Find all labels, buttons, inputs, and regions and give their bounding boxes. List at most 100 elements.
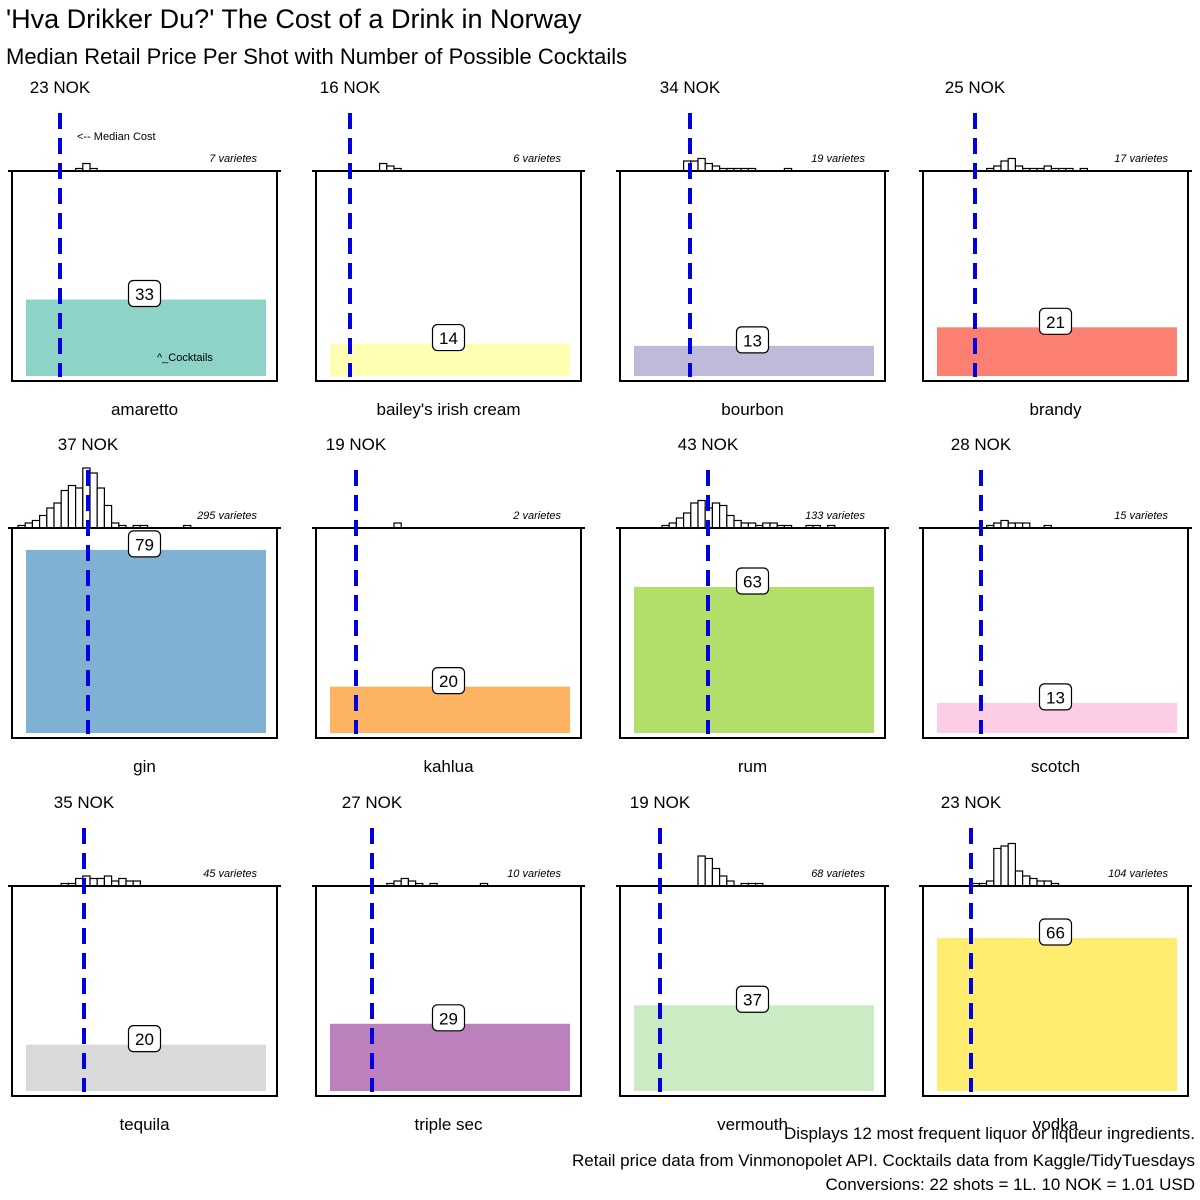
panel-vodka: 23 NOK 104 varietes 66 vodka (919, 793, 1192, 1134)
median-price-label: 27 NOK (342, 793, 403, 812)
price-histogram-bin (697, 499, 706, 529)
price-histogram-bin (711, 867, 721, 887)
cocktail-bar-rum (634, 586, 874, 733)
panel-amaretto: 23 NOK 7 varietes 33 amaretto <-- Median Cos… (8, 78, 281, 419)
cocktail-count-box (735, 326, 770, 354)
panel-frame (315, 171, 582, 382)
price-histogram-bin (690, 502, 699, 529)
price-histogram-bin (1000, 845, 1009, 887)
varieties-label: 7 varietes (209, 153, 257, 165)
varieties-label: 133 varietes (805, 510, 865, 522)
varieties-label: 45 varietes (203, 868, 257, 880)
price-histogram-bin (118, 877, 127, 887)
cocktail-count-box (1038, 307, 1073, 335)
cocktail-count-label: 33 (135, 285, 154, 304)
price-histogram-bin (704, 857, 714, 887)
varieties-label: 15 varietes (1114, 510, 1168, 522)
panel-frame (619, 528, 886, 739)
price-histogram-bin (733, 519, 742, 529)
panel-name-label: tequila (119, 1115, 170, 1134)
price-histogram-bin (711, 502, 721, 529)
cocktail-count-label: 37 (743, 991, 762, 1010)
price-histogram-bin (697, 855, 706, 887)
price-histogram-bin (89, 472, 98, 529)
cocktail-count-label: 13 (743, 331, 762, 350)
price-histogram-bin (46, 507, 55, 529)
varieties-label: 295 varietes (196, 510, 257, 522)
panel-name-label: triple sec (414, 1115, 483, 1134)
panel-frame (315, 886, 582, 1097)
median-price-label: 28 NOK (951, 435, 1012, 454)
median-price-label: 35 NOK (54, 793, 115, 812)
median-price-label: 23 NOK (941, 793, 1002, 812)
varieties-label: 10 varietes (507, 868, 561, 880)
panel-triple-sec: 27 NOK 10 varietes 29 triple sec (312, 793, 585, 1134)
cocktail-count-box (431, 1004, 466, 1032)
panel-rum: 43 NOK 133 varietes 63 rum (616, 435, 889, 776)
price-histogram-bin (103, 504, 113, 529)
panel-name-label: bourbon (721, 400, 783, 419)
median-price-label: 19 NOK (326, 435, 387, 454)
cocktails-annotation: ^_Cocktails (157, 352, 213, 364)
cocktail-count-box (1038, 918, 1073, 946)
cocktail-bar-tequila (26, 1044, 266, 1091)
price-histogram-bin (60, 489, 70, 529)
cocktail-count-label: 79 (135, 535, 154, 554)
varieties-label: 68 varietes (811, 868, 865, 880)
price-histogram-bin (31, 519, 41, 529)
panel-frame (11, 886, 278, 1097)
varieties-label: 19 varietes (811, 153, 865, 165)
price-histogram-bin (96, 877, 105, 887)
page-title: 'Hva Drikker Du?' The Cost of a Drink in… (6, 4, 582, 34)
cocktail-count-label: 20 (439, 672, 458, 691)
price-histogram-bin (1007, 157, 1017, 172)
cocktail-count-box (431, 667, 466, 695)
panel-name-label: vodka (1033, 1115, 1079, 1134)
cocktail-count-box (735, 567, 770, 595)
price-histogram-bin (697, 157, 706, 172)
price-histogram-bin (682, 512, 692, 529)
price-histogram-bin (74, 487, 84, 529)
median-cost-annotation: <-- Median Cost (77, 131, 156, 143)
varieties-label: 6 varietes (513, 153, 561, 165)
varieties-label: 104 varietes (1108, 868, 1168, 880)
cocktail-count-box (735, 985, 770, 1013)
panel-frame (11, 171, 278, 382)
price-histogram-bin (89, 877, 98, 887)
price-histogram-bin (67, 484, 77, 529)
price-histogram-bin (82, 162, 91, 172)
panel-bourbon: 34 NOK 19 varietes 13 bourbon (616, 78, 889, 419)
caption-line-3: Conversions: 22 shots = 1L. 10 NOK = 1.0… (825, 1175, 1195, 1194)
cocktail-count-label: 13 (1046, 688, 1065, 707)
cocktail-count-label: 20 (135, 1030, 154, 1049)
panel-gin: 37 NOK 295 varietes 79 gin (8, 435, 281, 776)
price-histogram-bin (726, 514, 735, 529)
cocktail-bar-amaretto (26, 299, 266, 376)
panel-frame (619, 886, 886, 1097)
price-histogram-bin (675, 517, 685, 529)
price-histogram-bin (379, 162, 388, 172)
price-histogram-bin (1014, 870, 1024, 887)
median-price-label: 16 NOK (320, 78, 381, 97)
panel-bailey-s-irish-cream: 16 NOK 6 varietes 14 bailey's irish cream (312, 78, 585, 419)
price-histogram-bin (1000, 519, 1009, 529)
median-price-label: 23 NOK (30, 78, 91, 97)
panel-kahlua: 19 NOK 2 varietes 20 kahlua (312, 435, 585, 776)
cocktail-bar-gin (26, 549, 266, 733)
panel-frame (619, 171, 886, 382)
price-histogram-bin (1021, 875, 1031, 887)
median-price-label: 37 NOK (58, 435, 119, 454)
panel-frame (315, 528, 582, 739)
panel-frame (922, 528, 1189, 739)
panel-name-label: brandy (1030, 400, 1082, 419)
price-histogram-bin (53, 502, 62, 529)
price-histogram-bin (74, 877, 84, 887)
panel-name-label: scotch (1031, 757, 1080, 776)
price-histogram-bin (1029, 877, 1038, 887)
median-price-label: 34 NOK (660, 78, 721, 97)
price-histogram-bin (718, 875, 728, 887)
price-histogram-bin (704, 162, 714, 172)
median-price-label: 43 NOK (678, 435, 739, 454)
cocktail-count-label: 14 (439, 329, 458, 348)
